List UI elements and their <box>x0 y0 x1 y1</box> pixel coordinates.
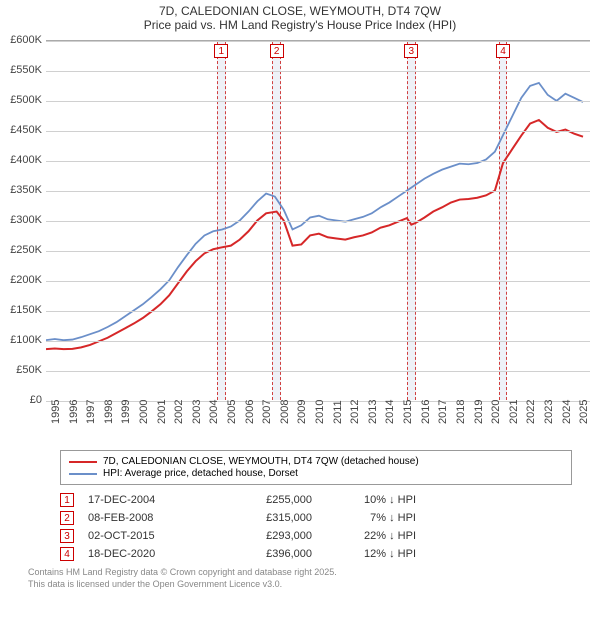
sale-row: 2 08-FEB-2008 £315,000 7% ↓ HPI <box>60 509 572 527</box>
legend-item: HPI: Average price, detached house, Dors… <box>69 468 563 479</box>
y-tick-label: £300K <box>0 214 42 226</box>
sale-marker-icon: 2 <box>60 511 74 525</box>
x-tick-label: 2025 <box>578 400 600 424</box>
sale-row: 1 17-DEC-2004 £255,000 10% ↓ HPI <box>60 491 572 509</box>
y-tick-label: £0 <box>0 394 42 406</box>
y-tick-label: £200K <box>0 274 42 286</box>
sale-marker-icon: 4 <box>60 547 74 561</box>
y-tick-label: £450K <box>0 124 42 136</box>
y-tick-label: £600K <box>0 34 42 46</box>
sale-price: £315,000 <box>212 512 312 524</box>
sale-delta: 12% ↓ HPI <box>316 548 416 560</box>
sale-marker-icon: 3 <box>60 529 74 543</box>
sale-date: 17-DEC-2004 <box>88 494 208 506</box>
sale-row: 3 02-OCT-2015 £293,000 22% ↓ HPI <box>60 527 572 545</box>
attribution-line: Contains HM Land Registry data © Crown c… <box>28 567 572 579</box>
y-tick-label: £500K <box>0 94 42 106</box>
y-tick-label: £150K <box>0 304 42 316</box>
plot-area: 1234 <box>46 40 590 400</box>
legend-item: 7D, CALEDONIAN CLOSE, WEYMOUTH, DT4 7QW … <box>69 456 563 467</box>
sales-table: 1 17-DEC-2004 £255,000 10% ↓ HPI 2 08-FE… <box>60 491 572 563</box>
sale-price: £293,000 <box>212 530 312 542</box>
y-tick-label: £50K <box>0 364 42 376</box>
y-tick-label: £250K <box>0 244 42 256</box>
legend-label: HPI: Average price, detached house, Dors… <box>103 468 298 479</box>
sale-date: 08-FEB-2008 <box>88 512 208 524</box>
legend: 7D, CALEDONIAN CLOSE, WEYMOUTH, DT4 7QW … <box>60 450 572 485</box>
sale-row: 4 18-DEC-2020 £396,000 12% ↓ HPI <box>60 545 572 563</box>
title-line2: Price paid vs. HM Land Registry's House … <box>0 18 600 32</box>
legend-label: 7D, CALEDONIAN CLOSE, WEYMOUTH, DT4 7QW … <box>103 456 419 467</box>
y-tick-label: £100K <box>0 334 42 346</box>
y-tick-label: £350K <box>0 184 42 196</box>
y-tick-label: £400K <box>0 154 42 166</box>
sale-price: £255,000 <box>212 494 312 506</box>
legend-swatch-blue <box>69 473 97 475</box>
sale-delta: 7% ↓ HPI <box>316 512 416 524</box>
chart-container: 7D, CALEDONIAN CLOSE, WEYMOUTH, DT4 7QW … <box>0 0 600 590</box>
y-tick-label: £550K <box>0 64 42 76</box>
sale-marker-icon: 1 <box>60 493 74 507</box>
sale-date: 02-OCT-2015 <box>88 530 208 542</box>
sale-delta: 10% ↓ HPI <box>316 494 416 506</box>
series-blue <box>46 83 583 340</box>
title-line1: 7D, CALEDONIAN CLOSE, WEYMOUTH, DT4 7QW <box>0 4 600 18</box>
attribution: Contains HM Land Registry data © Crown c… <box>28 567 572 590</box>
chart-area: £0 £50K £100K £150K £200K £250K £300K £350K £400… <box>0 34 600 446</box>
sale-delta: 22% ↓ HPI <box>316 530 416 542</box>
legend-swatch-red <box>69 461 97 463</box>
attribution-line: This data is licensed under the Open Gov… <box>28 579 572 591</box>
sale-date: 18-DEC-2020 <box>88 548 208 560</box>
sale-price: £396,000 <box>212 548 312 560</box>
title-block: 7D, CALEDONIAN CLOSE, WEYMOUTH, DT4 7QW … <box>0 0 600 34</box>
